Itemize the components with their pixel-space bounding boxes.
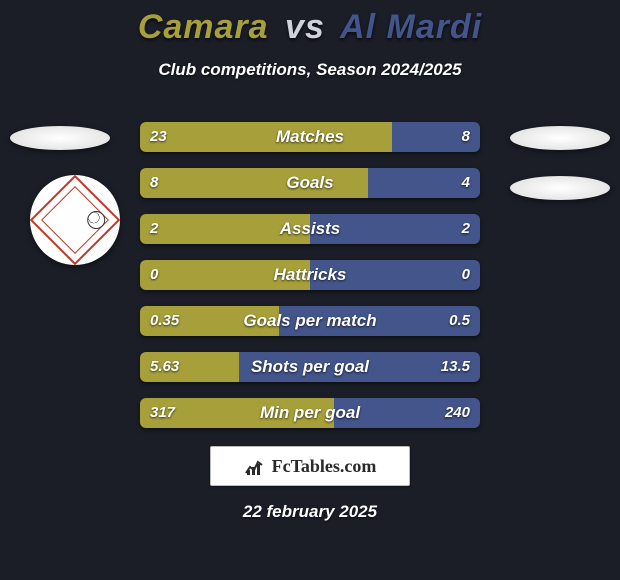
player2-flag-placeholder: [510, 126, 610, 150]
stat-row: 84Goals: [140, 168, 480, 198]
brand-text: FcTables.com: [272, 456, 377, 477]
player2-club-placeholder: [510, 176, 610, 200]
player1-club-badge: [30, 175, 120, 265]
player1-name: Camara: [138, 8, 269, 46]
stat-right-value: 240: [435, 398, 480, 428]
stat-right-value: 0: [452, 260, 480, 290]
player1-flag-placeholder: [10, 126, 110, 150]
stat-left-value: 2: [140, 214, 168, 244]
stat-left-value: 23: [140, 122, 177, 152]
stat-row: 22Assists: [140, 214, 480, 244]
stat-right-value: 13.5: [431, 352, 480, 382]
stat-row: 5.6313.5Shots per goal: [140, 352, 480, 382]
vs-label: vs: [285, 8, 325, 46]
stat-row: 00Hattricks: [140, 260, 480, 290]
player2-name: Al Mardi: [340, 8, 482, 46]
football-icon: [87, 211, 105, 229]
stat-left-value: 317: [140, 398, 185, 428]
stat-right-value: 8: [452, 122, 480, 152]
footer-date: 22 february 2025: [0, 502, 620, 522]
club-badge-diamond: [30, 175, 121, 266]
title-row: Camara vs Al Mardi: [0, 8, 620, 47]
stat-row: 238Matches: [140, 122, 480, 152]
stat-left-value: 8: [140, 168, 168, 198]
bar-left-fill: [140, 122, 392, 152]
stat-bars: 238Matches84Goals22Assists00Hattricks0.3…: [140, 122, 480, 444]
stat-right-value: 4: [452, 168, 480, 198]
stat-row: 317240Min per goal: [140, 398, 480, 428]
comparison-card: Camara vs Al Mardi Club competitions, Se…: [0, 0, 620, 580]
brand-logo: FcTables.com: [210, 446, 410, 486]
stat-right-value: 0.5: [439, 306, 480, 336]
bar-left-fill: [140, 168, 368, 198]
stat-left-value: 5.63: [140, 352, 189, 382]
chart-icon: [244, 455, 266, 477]
stat-row: 0.350.5Goals per match: [140, 306, 480, 336]
stat-left-value: 0.35: [140, 306, 189, 336]
stat-right-value: 2: [452, 214, 480, 244]
subtitle: Club competitions, Season 2024/2025: [0, 60, 620, 80]
stat-left-value: 0: [140, 260, 168, 290]
